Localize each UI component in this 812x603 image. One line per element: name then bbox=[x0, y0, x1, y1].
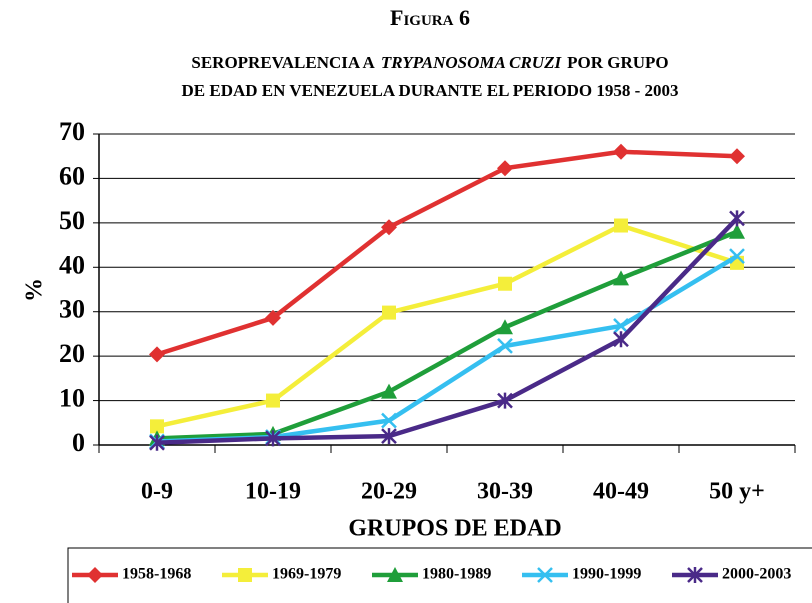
legend-label: 2000-2003 bbox=[722, 566, 791, 583]
chart-subtitle: DE EDAD EN VENEZUELA DURANTE EL PERIODO … bbox=[181, 81, 678, 100]
marker bbox=[265, 430, 281, 447]
subtitle-part: SEROPREVALENCIA A bbox=[191, 53, 375, 72]
y-tick-label: 60 bbox=[59, 161, 85, 190]
marker bbox=[150, 419, 164, 434]
chart-title: Figura 6 bbox=[390, 5, 470, 30]
marker bbox=[613, 318, 629, 334]
legend-label: 1958-1968 bbox=[122, 566, 191, 583]
series-line bbox=[156, 216, 739, 446]
chart-subtitle: SEROPREVALENCIA A TRYPANOSOMA CRUZI POR GR… bbox=[191, 53, 668, 72]
marker bbox=[381, 219, 397, 236]
series-line bbox=[156, 229, 738, 441]
marker bbox=[497, 338, 513, 354]
x-axis-title: GRUPOS DE EDAD bbox=[348, 516, 561, 542]
subtitle-part: TRYPANOSOMA CRUZI bbox=[381, 53, 563, 72]
legend-label: 1980-1989 bbox=[422, 566, 491, 583]
x-tick-label: 50 y+ bbox=[709, 479, 765, 505]
y-tick-label: 0 bbox=[72, 428, 85, 457]
y-tick-label: 50 bbox=[59, 206, 85, 235]
x-tick-label: 10-19 bbox=[245, 479, 301, 505]
marker bbox=[497, 392, 513, 409]
legend-label: 1969-1979 bbox=[272, 566, 341, 583]
legend-label: 1990-1999 bbox=[572, 566, 641, 583]
marker bbox=[381, 428, 397, 445]
y-tick-label: 40 bbox=[59, 250, 85, 279]
marker bbox=[729, 210, 745, 227]
marker bbox=[729, 223, 745, 239]
series-line bbox=[156, 223, 738, 429]
marker bbox=[687, 567, 703, 583]
series-line bbox=[156, 149, 738, 357]
y-tick-label: 70 bbox=[59, 117, 85, 146]
marker bbox=[729, 148, 745, 165]
y-axis-title: % bbox=[22, 278, 48, 302]
marker bbox=[613, 143, 629, 160]
subtitle-part: POR GRUPO bbox=[567, 53, 669, 72]
marker bbox=[149, 346, 165, 363]
marker bbox=[497, 160, 513, 177]
marker bbox=[265, 309, 281, 326]
marker bbox=[87, 567, 103, 583]
marker bbox=[381, 412, 397, 429]
marker bbox=[266, 393, 280, 408]
series-line bbox=[156, 254, 739, 444]
marker bbox=[729, 248, 745, 265]
marker bbox=[382, 305, 396, 320]
legend-box bbox=[67, 547, 812, 603]
marker bbox=[149, 434, 165, 451]
marker bbox=[613, 270, 629, 286]
marker bbox=[387, 567, 403, 582]
x-tick-label: 0-9 bbox=[141, 479, 173, 505]
x-tick-label: 30-39 bbox=[477, 479, 533, 505]
x-tick-label: 40-49 bbox=[593, 479, 649, 505]
marker bbox=[497, 319, 513, 335]
y-tick-label: 30 bbox=[59, 295, 85, 324]
y-tick-label: 10 bbox=[59, 384, 85, 413]
marker bbox=[614, 218, 628, 233]
marker bbox=[238, 568, 252, 582]
x-tick-label: 20-29 bbox=[361, 479, 417, 505]
y-tick-label: 20 bbox=[59, 339, 85, 368]
marker bbox=[613, 331, 629, 348]
marker bbox=[498, 276, 512, 291]
marker bbox=[381, 383, 397, 399]
marker bbox=[537, 567, 553, 583]
